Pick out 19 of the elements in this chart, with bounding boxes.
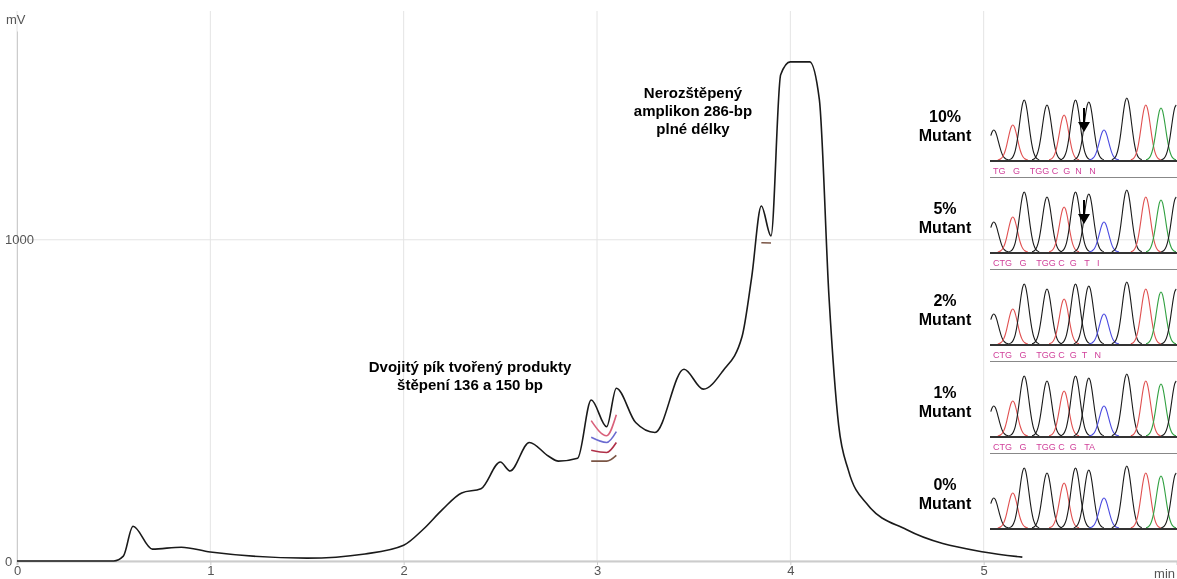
annotation: TG G TGG C G N N (993, 166, 1096, 176)
y-axis-title: mV (6, 12, 26, 27)
y-tick-label: 1000 (5, 232, 34, 248)
annotation: 1% Mutant (918, 384, 972, 421)
annotation: 2% Mutant (918, 292, 972, 329)
x-tick-label: 1 (207, 563, 215, 579)
x-tick-label: 3 (593, 563, 602, 579)
annotation: Nerozštěpený amplikon 286-bp plné délky (633, 84, 753, 137)
x-tick-label: 2 (400, 563, 408, 579)
x-axis-title: min (1154, 566, 1175, 579)
annotation: CTG G TGG C G TA (993, 442, 1096, 452)
annotation: CTG G TGG C G T N (993, 350, 1102, 360)
annotation: CTG G TGG C G T I (993, 258, 1100, 268)
x-tick-label: 5 (980, 563, 988, 579)
annotation: 5% Mutant (918, 200, 972, 237)
x-tick-label: 4 (787, 563, 795, 579)
annotation: 10% Mutant (918, 108, 972, 145)
annotation: Dvojitý pík tvořený produkty štěpení 136 a 150 bp (368, 358, 572, 393)
annotation: 0% Mutant (918, 476, 972, 513)
